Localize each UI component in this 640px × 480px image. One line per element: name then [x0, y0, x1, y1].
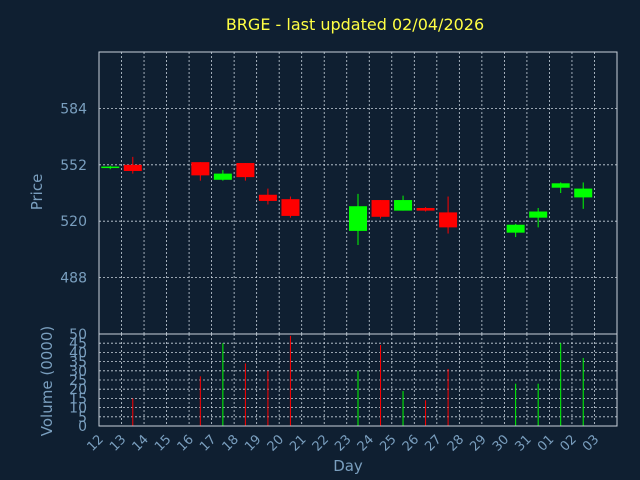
price-y-ticks: 488 520 552 584	[60, 101, 87, 286]
volume-tick-label: 25	[69, 373, 87, 389]
volume-axis-label: Volume (0000)	[38, 326, 56, 436]
x-tick-label: 23	[332, 432, 354, 454]
volume-tick-label: 10	[69, 401, 87, 417]
volume-tick-label: 40	[69, 345, 87, 361]
x-tick-label: 03	[580, 432, 602, 454]
x-tick-label: 01	[535, 432, 557, 454]
volume-bars	[132, 335, 584, 426]
volume-tick-label: 30	[69, 364, 87, 380]
price-tick-label: 552	[60, 158, 87, 174]
volume-tick-label: 0	[78, 419, 87, 435]
candle-body	[101, 166, 120, 169]
x-axis-label: Day	[333, 457, 363, 475]
x-tick-label: 24	[355, 432, 377, 454]
candle-body	[394, 200, 413, 211]
x-tick-label: 26	[400, 432, 422, 454]
volume-tick-label: 45	[69, 336, 87, 352]
x-tick-label: 12	[85, 432, 107, 454]
x-tick-label: 27	[422, 432, 444, 454]
price-grid	[99, 52, 617, 334]
x-tick-label: 13	[107, 432, 129, 454]
volume-tick-label: 5	[78, 410, 87, 426]
x-tick-label: 18	[220, 432, 242, 454]
candle-body	[416, 207, 435, 211]
candle-body	[506, 224, 525, 233]
volume-panel-frame	[98, 333, 618, 427]
x-tick-labels: 12 13 14 15 16 17 18 19 20 21 22 23 24 25 26 27 28 29 30 31…	[85, 432, 603, 454]
candle-body	[529, 211, 548, 218]
chart-title: BRGE - last updated 02/04/2026	[226, 15, 484, 34]
x-tick-label: 28	[445, 432, 467, 454]
candle-body	[213, 173, 232, 180]
candle-body	[349, 206, 367, 231]
candle-body	[281, 199, 300, 216]
candle-body	[258, 194, 277, 201]
volume-grid	[99, 333, 617, 427]
price-tick-label: 520	[60, 214, 87, 230]
x-tick-label: 16	[175, 432, 197, 454]
x-tick-label: 31	[512, 432, 534, 454]
x-tick-label: 15	[152, 432, 174, 454]
candle-body	[574, 188, 593, 198]
candle-body	[439, 212, 458, 228]
volume-tick-label: 50	[69, 327, 87, 343]
x-tick-label: 19	[242, 432, 264, 454]
volume-tick-label: 15	[69, 391, 87, 407]
price-axis-label: Price	[28, 174, 46, 211]
volume-tick-label: 20	[69, 382, 87, 398]
price-panel-frame	[98, 51, 618, 335]
x-tick-label: 17	[197, 432, 219, 454]
candle-body	[371, 200, 390, 217]
x-tick-label: 21	[287, 432, 309, 454]
price-tick-label: 488	[60, 271, 87, 287]
candle-body	[551, 183, 570, 188]
x-tick-label: 29	[467, 432, 489, 454]
candle-body	[236, 163, 255, 178]
candlesticks	[101, 156, 593, 245]
x-tick-label: 20	[265, 432, 287, 454]
x-tick-label: 14	[130, 432, 152, 454]
candle-body	[123, 164, 142, 171]
x-tick-label: 02	[557, 432, 579, 454]
x-tick-label: 22	[310, 432, 332, 454]
x-tick-label: 25	[377, 432, 399, 454]
price-tick-label: 584	[60, 101, 87, 117]
candle-body	[191, 162, 210, 176]
x-tick-label: 30	[490, 432, 512, 454]
volume-tick-label: 35	[69, 355, 87, 371]
price-panel: 488 520 552 584	[60, 51, 618, 335]
